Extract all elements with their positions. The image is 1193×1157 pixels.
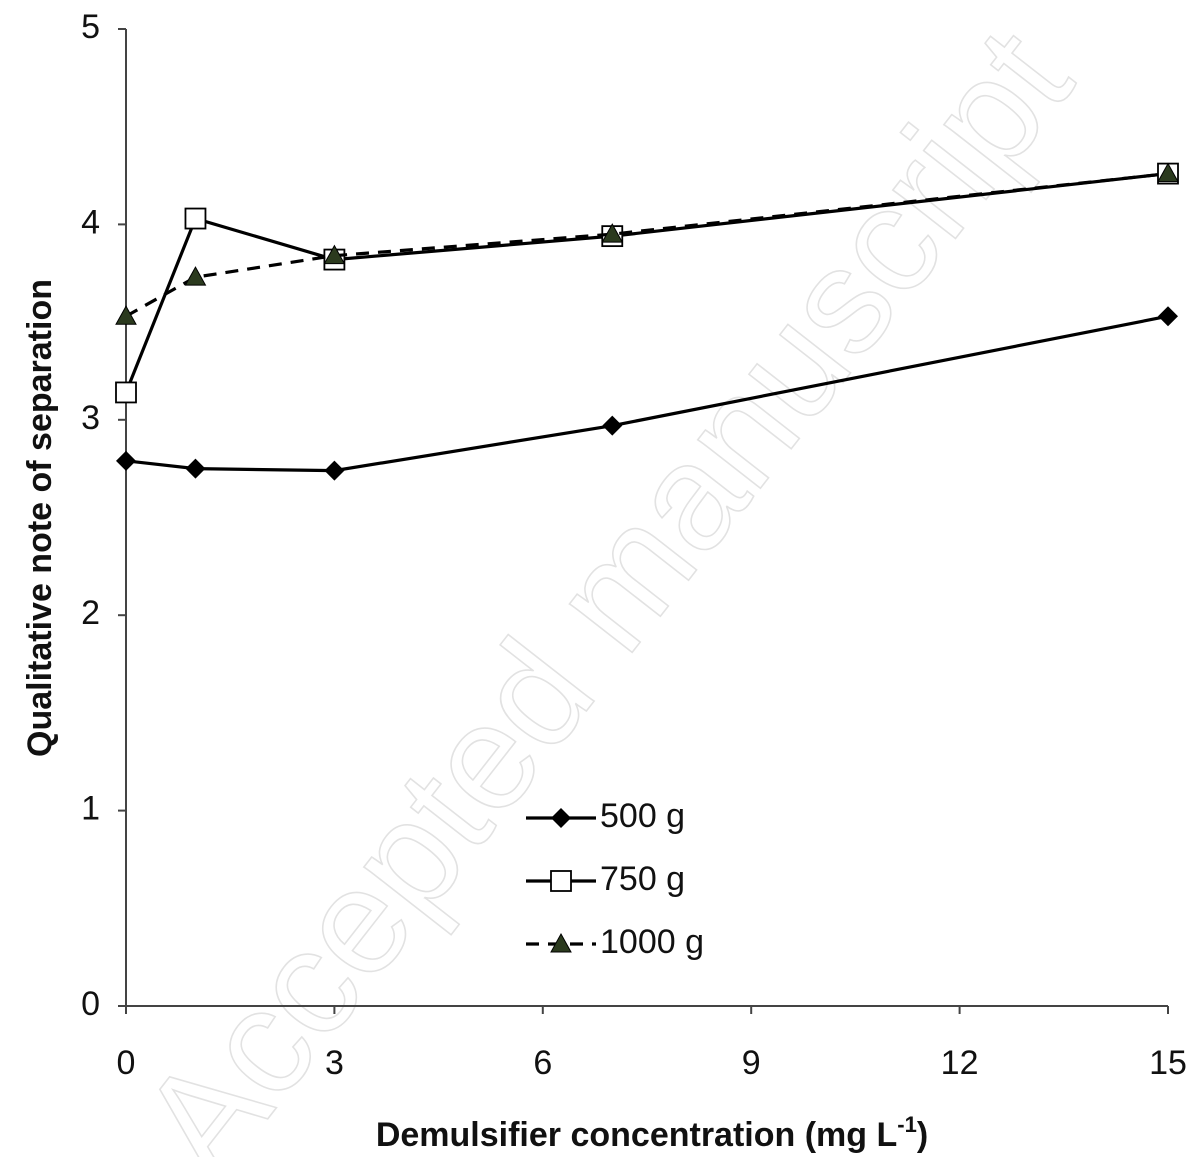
data-point	[184, 266, 207, 286]
data-point	[1158, 306, 1178, 327]
y-tick-label: 3	[81, 399, 100, 437]
data-point	[324, 460, 345, 481]
x-axis-title: Demulsifier concentration (mg L-1)	[376, 1112, 928, 1154]
y-axis-title: Qualitative note of separation	[21, 279, 59, 757]
legend: 500 g 750 g 1000 g	[526, 797, 704, 961]
series-1000-g	[115, 162, 1179, 325]
data-point	[550, 932, 572, 953]
y-tick-label: 5	[81, 8, 100, 46]
data-point	[115, 305, 137, 325]
data-point	[185, 458, 206, 479]
data-point	[323, 244, 346, 265]
data-point	[1157, 162, 1179, 183]
x-axis-title-sup: -1	[897, 1112, 917, 1137]
y-tick-label: 2	[81, 594, 100, 632]
x-tick-label: 9	[742, 1044, 761, 1082]
data-point	[184, 207, 207, 230]
data-point	[116, 450, 136, 471]
x-axis-title-close: )	[917, 1116, 928, 1154]
x-axis-title-main: Demulsifier concentration (mg L	[376, 1116, 897, 1154]
x-tick-label: 0	[117, 1044, 136, 1082]
x-tick-label: 15	[1149, 1044, 1187, 1082]
data-point	[551, 808, 571, 828]
data-point	[602, 415, 623, 436]
legend-item: 750 g	[526, 860, 685, 898]
legend-item: 1000 g	[526, 923, 704, 961]
legend-item: 500 g	[526, 797, 685, 835]
legend-label: 500 g	[600, 797, 685, 835]
watermark: Accepted manuscript	[108, 0, 1103, 1157]
y-tick-label: 0	[81, 985, 100, 1023]
series-500-g	[116, 306, 1178, 481]
y-tick-label: 1	[81, 790, 100, 828]
x-tick-label: 3	[325, 1044, 344, 1082]
data-point	[550, 870, 572, 892]
legend-label: 750 g	[600, 860, 685, 898]
series-layer	[115, 162, 1179, 481]
y-tick-label: 4	[81, 203, 100, 241]
data-point	[115, 381, 137, 404]
data-point	[601, 223, 624, 243]
x-tick-label: 6	[533, 1044, 552, 1082]
legend-label: 1000 g	[600, 923, 704, 961]
x-tick-label: 12	[941, 1044, 979, 1082]
